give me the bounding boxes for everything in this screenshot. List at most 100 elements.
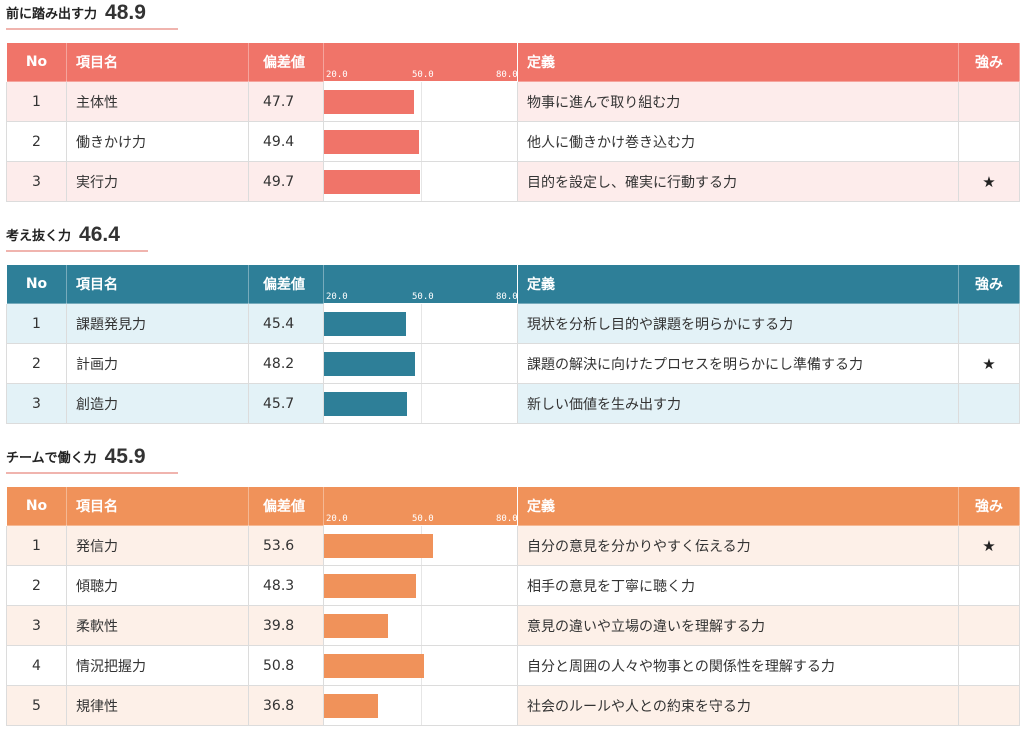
- row-value: 47.7: [248, 81, 324, 122]
- row-definition: 目的を設定し、確実に行動する力: [517, 161, 959, 202]
- row-item-name: 計画力: [66, 343, 249, 384]
- row-value: 45.4: [248, 303, 324, 344]
- row-item-name: 発信力: [66, 525, 249, 566]
- scale-midline: [421, 566, 422, 605]
- row-strength: [958, 121, 1020, 162]
- scale-midline: [421, 686, 422, 725]
- row-strength: [958, 685, 1020, 726]
- header-item-name: 項目名: [66, 486, 249, 526]
- score-bar: [324, 170, 420, 194]
- scale-tick-label: 50.0: [412, 70, 434, 80]
- row-bar-cell: [323, 645, 518, 686]
- section-title: 前に踏み出す力: [6, 7, 98, 22]
- row-bar-cell: [323, 121, 518, 162]
- scale-midline: [421, 304, 422, 343]
- scale-tick-label: 80.0: [496, 70, 518, 80]
- row-value: 48.3: [248, 565, 324, 606]
- strength-star-icon: ★: [982, 172, 996, 191]
- row-bar-cell: [323, 303, 518, 344]
- row-strength: [958, 565, 1020, 606]
- row-number: 3: [6, 383, 67, 424]
- row-item-name: 傾聴力: [66, 565, 249, 606]
- row-strength: ★: [958, 343, 1020, 384]
- section-heading: チームで働く力 45.9: [6, 444, 178, 474]
- row-strength: [958, 303, 1020, 344]
- header-no: No: [6, 264, 67, 304]
- header-item-name: 項目名: [66, 42, 249, 82]
- row-value: 53.6: [248, 525, 324, 566]
- header-no: No: [6, 486, 67, 526]
- section-heading: 考え抜く力 46.4: [6, 222, 148, 252]
- header-definition: 定義: [517, 264, 959, 304]
- row-bar-cell: [323, 685, 518, 726]
- row-strength: [958, 645, 1020, 686]
- row-value: 50.8: [248, 645, 324, 686]
- table-row: 3 創造力 45.7 新しい価値を生み出す力: [6, 383, 1020, 424]
- scale-tick-label: 50.0: [412, 292, 434, 302]
- table-row: 5 規律性 36.8 社会のルールや人との約束を守る力: [6, 685, 1020, 726]
- score-bar: [324, 694, 378, 718]
- scale-midline: [421, 122, 422, 161]
- section-heading: 前に踏み出す力 48.9: [6, 0, 178, 30]
- scale-midline: [421, 606, 422, 645]
- row-value: 45.7: [248, 383, 324, 424]
- row-item-name: 柔軟性: [66, 605, 249, 646]
- row-value: 39.8: [248, 605, 324, 646]
- header-strength: 強み: [958, 42, 1020, 82]
- row-definition: 課題の解決に向けたプロセスを明らかにし準備する力: [517, 343, 959, 384]
- scale-tick-label: 50.0: [412, 514, 434, 524]
- score-bar: [324, 614, 388, 638]
- header-item-name: 項目名: [66, 264, 249, 304]
- section-score: 46.4: [79, 223, 120, 246]
- row-bar-cell: [323, 161, 518, 202]
- score-bar: [324, 130, 419, 154]
- scale-tick-label: 20.0: [326, 70, 348, 80]
- score-bar: [324, 352, 415, 376]
- scale-midline: [421, 82, 422, 121]
- scale-midline: [421, 344, 422, 383]
- scale-tick-label: 80.0: [496, 514, 518, 524]
- score-bar: [324, 574, 416, 598]
- row-strength: ★: [958, 525, 1020, 566]
- table-row: 1 課題発見力 45.4 現状を分析し目的や課題を明らかにする力: [6, 303, 1020, 344]
- row-number: 3: [6, 605, 67, 646]
- row-item-name: 課題発見力: [66, 303, 249, 344]
- header-value: 偏差値: [248, 264, 324, 304]
- competency-table: No 項目名 偏差値 20.0 50.0 80.0 定義 強み 1 課題発見力 45.4 現状を分析し…: [6, 264, 1020, 424]
- row-definition: 他人に働きかけ巻き込む力: [517, 121, 959, 162]
- row-number: 4: [6, 645, 67, 686]
- scale-midline: [421, 162, 422, 201]
- row-item-name: 情況把握力: [66, 645, 249, 686]
- row-number: 2: [6, 121, 67, 162]
- section-title: チームで働く力: [6, 451, 97, 466]
- table-row: 2 傾聴力 48.3 相手の意見を丁寧に聴く力: [6, 565, 1020, 606]
- header-no: No: [6, 42, 67, 82]
- table-row: 4 情況把握力 50.8 自分と周囲の人々や物事との関係性を理解する力: [6, 645, 1020, 686]
- row-item-name: 主体性: [66, 81, 249, 122]
- scale-midline: [421, 384, 422, 423]
- section-score: 48.9: [105, 1, 146, 24]
- row-number: 2: [6, 343, 67, 384]
- table-row: 3 柔軟性 39.8 意見の違いや立場の違いを理解する力: [6, 605, 1020, 646]
- score-bar: [324, 534, 433, 558]
- competency-table: No 項目名 偏差値 20.0 50.0 80.0 定義 強み 1 発信力 53.6 自分の意見を分か…: [6, 486, 1020, 726]
- row-number: 2: [6, 565, 67, 606]
- row-item-name: 創造力: [66, 383, 249, 424]
- row-number: 1: [6, 525, 67, 566]
- row-bar-cell: [323, 81, 518, 122]
- row-definition: 現状を分析し目的や課題を明らかにする力: [517, 303, 959, 344]
- strength-star-icon: ★: [982, 354, 996, 373]
- header-value: 偏差値: [248, 486, 324, 526]
- row-definition: 自分と周囲の人々や物事との関係性を理解する力: [517, 645, 959, 686]
- score-bar: [324, 654, 424, 678]
- header-definition: 定義: [517, 486, 959, 526]
- header-definition: 定義: [517, 42, 959, 82]
- row-definition: 相手の意見を丁寧に聴く力: [517, 565, 959, 606]
- row-definition: 社会のルールや人との約束を守る力: [517, 685, 959, 726]
- row-item-name: 規律性: [66, 685, 249, 726]
- table-row: 1 主体性 47.7 物事に進んで取り組む力: [6, 81, 1020, 122]
- row-value: 36.8: [248, 685, 324, 726]
- table-header-row: No 項目名 偏差値 20.0 50.0 80.0 定義 強み: [6, 264, 1020, 304]
- row-value: 49.7: [248, 161, 324, 202]
- row-bar-cell: [323, 605, 518, 646]
